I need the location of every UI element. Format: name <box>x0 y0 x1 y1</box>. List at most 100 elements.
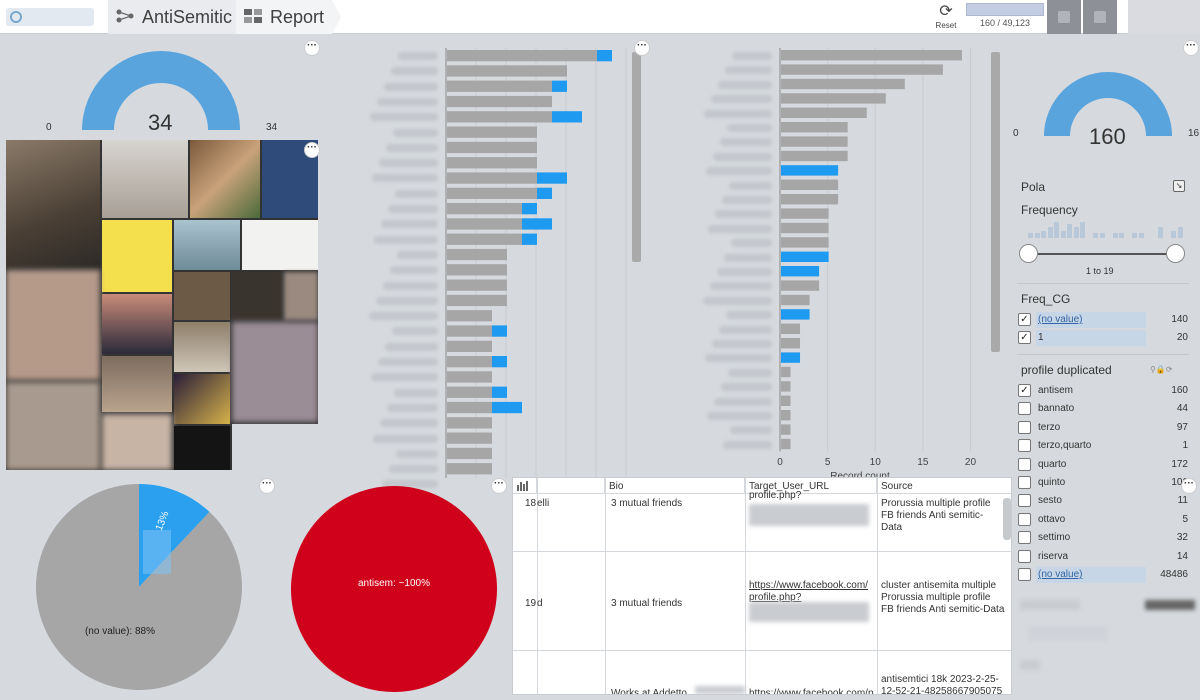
profile-item[interactable]: ✓ antisem 160 <box>1018 383 1190 400</box>
category-label-blurred[interactable] <box>371 373 438 382</box>
category-label-blurred[interactable] <box>705 354 772 363</box>
bar-segment-gray[interactable] <box>781 150 848 162</box>
pie-slice[interactable] <box>35 484 243 690</box>
category-label-blurred[interactable] <box>394 388 438 397</box>
image-tile[interactable] <box>174 272 230 320</box>
bar-segment-gray[interactable] <box>447 80 552 92</box>
category-label-blurred[interactable] <box>730 426 772 435</box>
bar-segment-gray[interactable] <box>781 107 867 118</box>
object-menu-button[interactable]: ··· <box>259 478 275 494</box>
category-label-blurred[interactable] <box>708 224 772 233</box>
bar-segment-gray[interactable] <box>447 50 597 62</box>
bar-segment-gray[interactable] <box>447 401 492 414</box>
profile-item[interactable]: quinto 101 <box>1018 475 1190 492</box>
bar-segment-gray[interactable] <box>781 410 791 421</box>
object-menu-button[interactable]: ··· <box>1181 478 1197 494</box>
profile-item[interactable]: (no value) 48486 <box>1018 567 1190 584</box>
bar-segment-gray[interactable] <box>447 325 492 337</box>
image-tile[interactable] <box>242 220 318 270</box>
user-area[interactable] <box>1128 0 1200 34</box>
category-label-blurred[interactable] <box>380 419 438 428</box>
bar-segment-blue[interactable] <box>781 251 829 262</box>
chart-scrollbar[interactable] <box>991 52 1000 352</box>
table-header-url[interactable]: Target_User_URL <box>745 478 877 494</box>
lock-icon[interactable]: ⚲🔒⟳ <box>1150 365 1173 374</box>
bar-segment-gray[interactable] <box>781 179 839 190</box>
bar-segment-gray[interactable] <box>447 340 492 352</box>
category-label-blurred[interactable] <box>369 312 438 321</box>
category-label-blurred[interactable] <box>397 250 438 259</box>
category-label-blurred[interactable] <box>726 311 772 320</box>
category-label-blurred[interactable] <box>384 82 438 91</box>
category-label-blurred[interactable] <box>377 97 438 106</box>
bar-segment-gray[interactable] <box>447 172 537 184</box>
object-menu-button[interactable]: ··· <box>1183 40 1199 56</box>
object-menu-button[interactable]: ··· <box>491 478 507 494</box>
bar-segment-gray[interactable] <box>447 248 507 261</box>
image-tile[interactable] <box>6 270 100 380</box>
category-label-blurred[interactable] <box>711 95 772 104</box>
category-label-blurred[interactable] <box>718 80 772 89</box>
breadcrumb-app[interactable]: AntiSemitic <box>108 0 236 34</box>
bar-segment-gray[interactable] <box>447 386 492 398</box>
category-label-blurred[interactable] <box>719 325 772 334</box>
bar-segment-blue[interactable] <box>522 218 552 230</box>
bar-segment-blue[interactable] <box>781 266 820 277</box>
pie-slice[interactable] <box>291 486 497 692</box>
table-header-id[interactable] <box>537 478 605 494</box>
category-label-blurred[interactable] <box>706 167 772 176</box>
bar-segment-gray[interactable] <box>781 208 829 219</box>
image-tile[interactable] <box>174 220 240 270</box>
bar-segment-blue[interactable] <box>552 80 567 92</box>
bar-segment-gray[interactable] <box>447 203 522 215</box>
image-tile[interactable] <box>6 140 100 268</box>
object-menu-button[interactable]: ··· <box>634 40 650 56</box>
checkbox[interactable] <box>1018 568 1031 581</box>
toolbar-button[interactable] <box>1047 0 1081 34</box>
bar-segment-gray[interactable] <box>447 264 507 276</box>
profile-item[interactable]: terzo 97 <box>1018 420 1190 437</box>
bar-segment-blue[interactable] <box>597 50 612 62</box>
bar-segment-gray[interactable] <box>447 141 537 154</box>
chart-scrollbar[interactable] <box>632 52 641 262</box>
checkbox[interactable] <box>1018 531 1031 545</box>
bar-segment-gray[interactable] <box>447 447 492 460</box>
bar-segment-gray[interactable] <box>447 111 552 123</box>
profile-item[interactable]: ottavo 5 <box>1018 512 1190 529</box>
bar-segment-gray[interactable] <box>447 126 537 138</box>
image-tile[interactable] <box>174 374 230 424</box>
category-label-blurred[interactable] <box>370 113 438 122</box>
bar-segment-gray[interactable] <box>781 93 886 104</box>
checkbox[interactable] <box>1018 476 1031 489</box>
bar-segment-blue[interactable] <box>537 187 552 199</box>
bar-segment-gray[interactable] <box>781 294 810 306</box>
bar-segment-blue[interactable] <box>537 172 567 184</box>
profile-item[interactable]: quarto 172 <box>1018 457 1190 474</box>
category-label-blurred[interactable] <box>395 189 438 198</box>
bar-segment-gray[interactable] <box>781 280 820 291</box>
category-label-blurred[interactable] <box>704 109 772 118</box>
checkbox[interactable] <box>1018 549 1031 563</box>
category-label-blurred[interactable] <box>381 220 438 229</box>
table-cell-url[interactable]: https://www.facebook.com/p <box>749 688 874 695</box>
image-tile[interactable] <box>174 426 230 470</box>
bar-segment-gray[interactable] <box>781 338 801 349</box>
bar-segment-gray[interactable] <box>781 222 829 234</box>
checkbox[interactable]: ✓ <box>1018 331 1031 345</box>
category-label-blurred[interactable] <box>717 268 772 276</box>
bar-segment-gray[interactable] <box>447 157 537 169</box>
expand-icon[interactable]: ↘ <box>1173 180 1185 192</box>
range-slider-handle-max[interactable] <box>1166 244 1185 263</box>
bar-segment-gray[interactable] <box>447 187 537 199</box>
checkbox[interactable]: ✓ <box>1018 384 1031 397</box>
range-slider-track[interactable] <box>1028 253 1176 255</box>
category-label-blurred[interactable] <box>731 239 772 248</box>
bar-chart-2[interactable]: 0 5 10 15 20 Record count <box>660 42 1010 478</box>
category-label-blurred[interactable] <box>713 152 772 161</box>
checkbox[interactable] <box>1018 512 1031 526</box>
bar-segment-blue[interactable] <box>781 309 810 320</box>
table-cell-url[interactable]: profile.php? <box>749 490 802 501</box>
category-label-blurred[interactable] <box>379 159 438 168</box>
bar-segment-gray[interactable] <box>447 218 522 230</box>
profile-item[interactable]: terzo,quarto 1 <box>1018 438 1190 455</box>
